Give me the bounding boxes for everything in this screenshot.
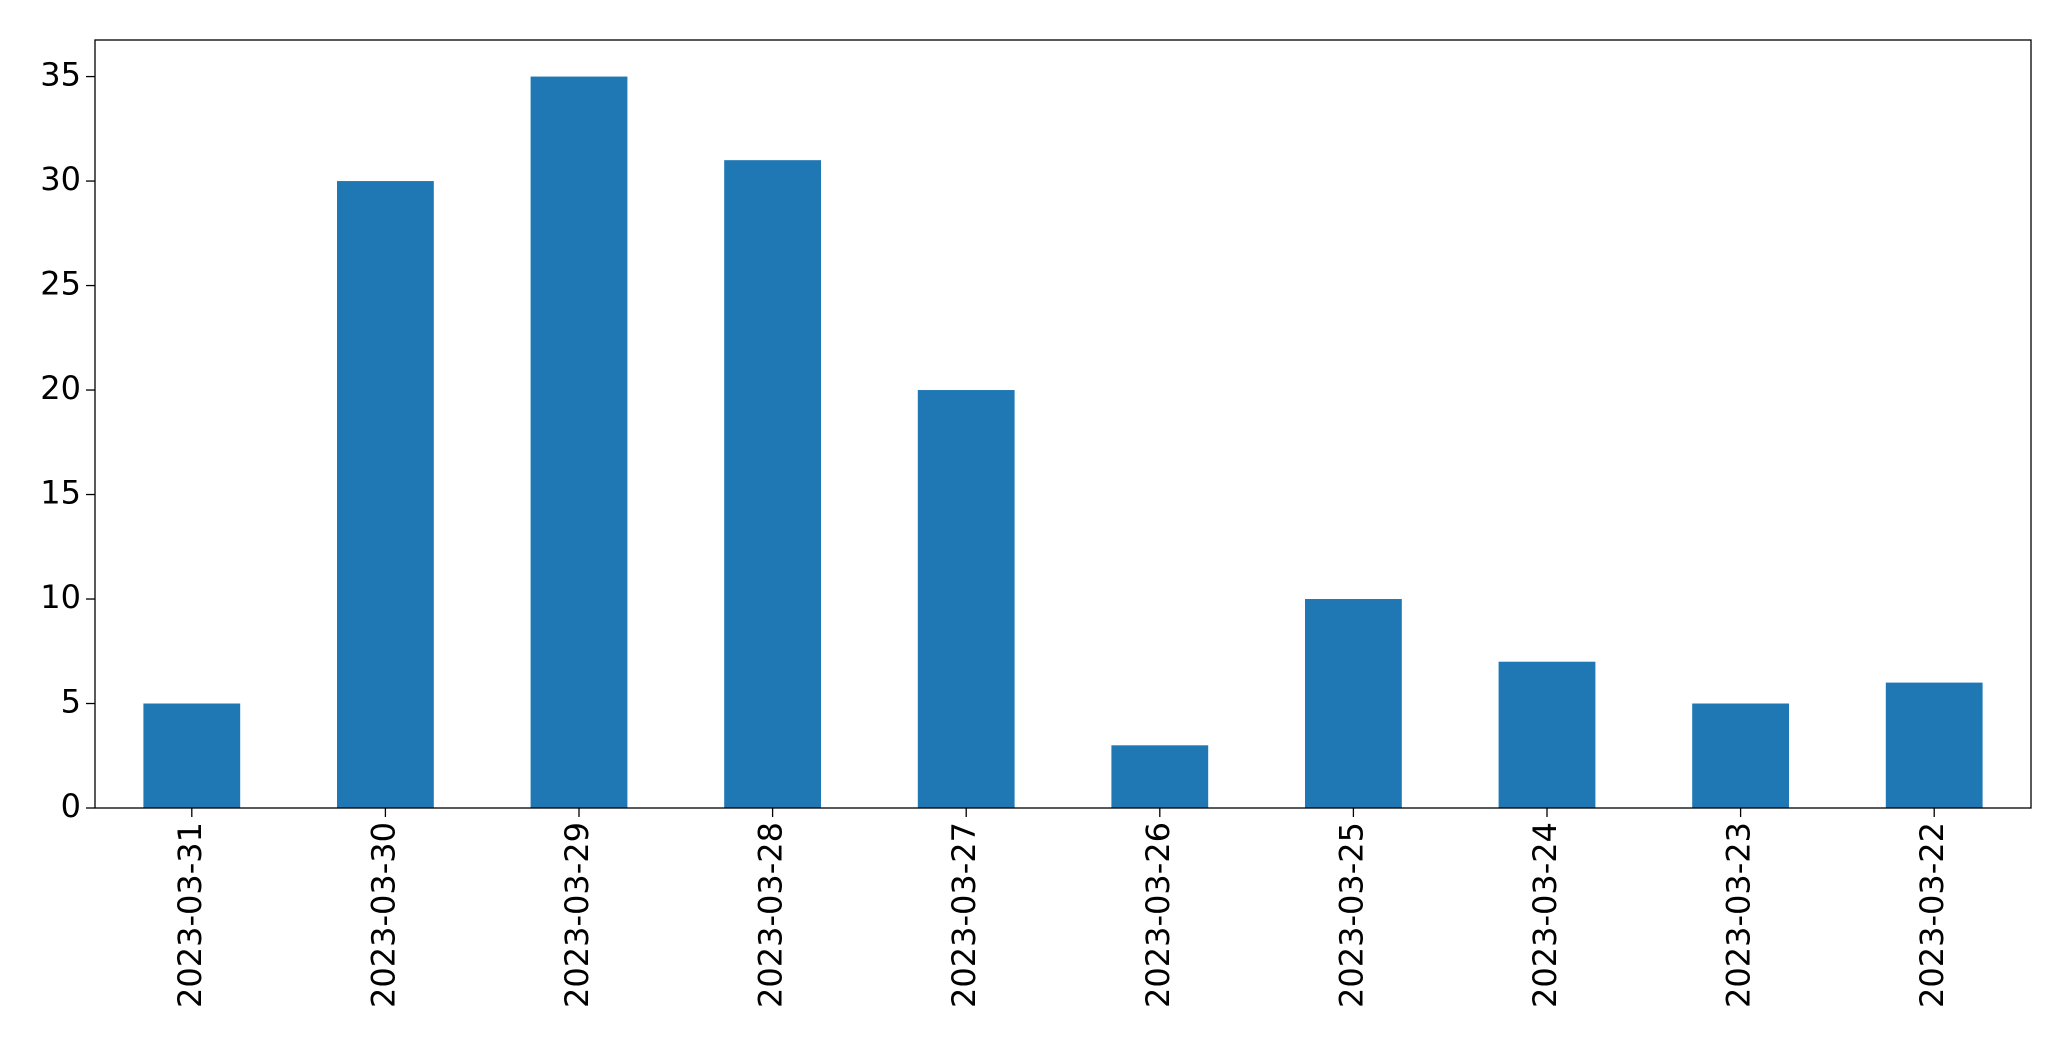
x-tick-label: 2023-03-26 [1139,822,1177,1008]
x-tick-label: 2023-03-27 [945,822,983,1008]
bar [337,181,434,808]
bar [1692,703,1789,808]
bar [530,76,628,809]
y-tick-label: 15 [40,474,81,512]
bar [917,390,1015,808]
x-tick-label: 2023-03-28 [752,822,790,1008]
x-tick-label: 2023-03-24 [1526,822,1564,1008]
x-tick-label: 2023-03-22 [1913,822,1951,1008]
x-tick-label: 2023-03-31 [171,822,209,1008]
y-tick-label: 35 [40,56,81,94]
y-tick-label: 30 [40,160,81,198]
y-tick-label: 20 [40,369,81,407]
axes-frame [94,39,2032,809]
x-tick-label: 2023-03-25 [1332,822,1370,1008]
x-tick-label: 2023-03-29 [558,822,596,1008]
y-tick-label: 0 [61,787,81,825]
y-tick-label: 10 [40,578,81,616]
bar [1498,661,1596,808]
y-tick-label: 5 [61,683,81,721]
x-tick-label: 2023-03-23 [1720,822,1758,1008]
bar [1885,682,1983,808]
bar [724,160,821,808]
bar [1111,745,1209,808]
y-tick-label: 25 [40,265,81,303]
bar [1305,599,1402,808]
bar [143,703,241,808]
x-tick-label: 2023-03-30 [364,822,402,1008]
